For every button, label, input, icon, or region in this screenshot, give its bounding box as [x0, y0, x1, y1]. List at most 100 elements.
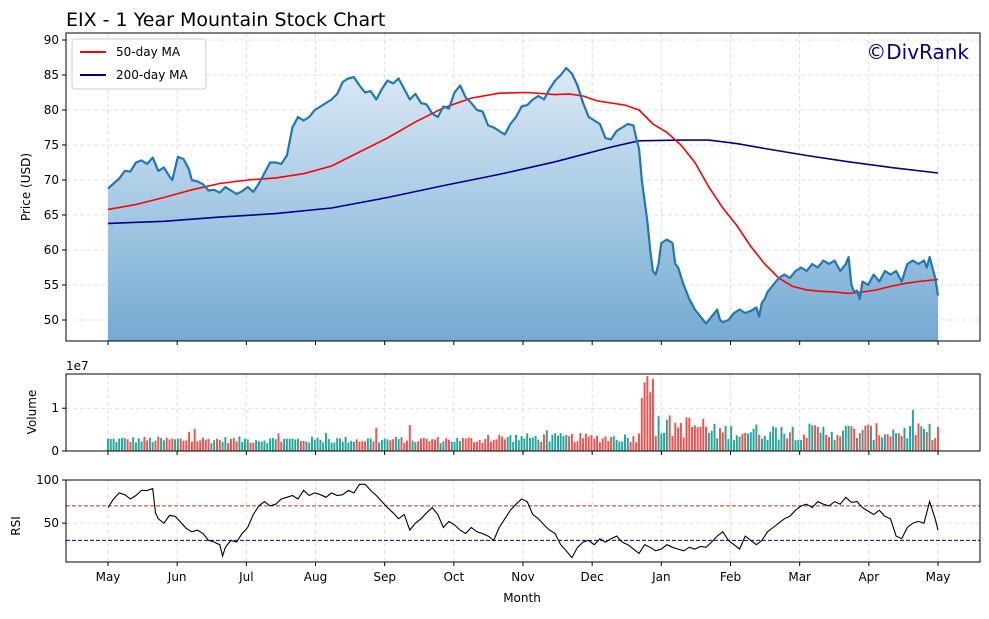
volume-bar	[383, 438, 386, 451]
volume-bar	[137, 438, 140, 451]
price-y-tick-label: 60	[44, 243, 59, 257]
volume-bar	[621, 441, 624, 451]
volume-bar	[414, 442, 417, 451]
volume-bar	[160, 438, 163, 451]
volume-bar	[506, 436, 509, 451]
volume-bar	[397, 439, 400, 451]
volume-bar	[551, 434, 554, 451]
volume-bar	[682, 437, 685, 451]
volume-bar	[559, 433, 562, 451]
volume-bar	[635, 442, 638, 451]
volume-bar	[598, 442, 601, 451]
volume-bar	[730, 426, 733, 451]
volume-bar	[814, 425, 817, 451]
volume-bar	[109, 439, 112, 451]
volume-bar	[364, 441, 367, 451]
volume-bar	[923, 428, 925, 451]
volume-y-axis-label: Volume	[25, 390, 39, 435]
watermark: ©DivRank	[866, 40, 969, 64]
rsi-line	[107, 483, 939, 559]
volume-bar	[582, 438, 585, 451]
volume-bar	[895, 433, 898, 451]
volume-bar	[825, 434, 828, 451]
volume-bar	[394, 436, 397, 451]
volume-bar	[822, 426, 825, 451]
volume-bar	[422, 437, 425, 451]
volume-bar	[112, 438, 115, 451]
volume-bar	[146, 440, 149, 451]
volume-bar	[928, 423, 931, 451]
x-axis-label: Month	[503, 591, 541, 605]
volume-bar	[330, 442, 333, 451]
volume-bar	[897, 433, 900, 451]
volume-bar	[889, 436, 892, 451]
volume-bar	[783, 433, 786, 451]
volume-bar	[392, 439, 395, 451]
volume-bar	[537, 439, 540, 451]
volume-bar	[420, 438, 422, 451]
volume-bar	[255, 440, 258, 451]
volume-bar	[937, 426, 939, 451]
volume-bar	[618, 441, 621, 451]
volume-bar	[816, 427, 819, 451]
volume-bar	[448, 439, 450, 451]
volume-bar	[498, 434, 501, 451]
volume-panel: 01 1e7 Volume	[25, 359, 981, 458]
volume-bar	[473, 442, 476, 451]
volume-panel-frame	[65, 373, 981, 452]
volume-bar	[461, 438, 464, 451]
volume-bar	[565, 435, 568, 451]
volume-bar	[221, 441, 224, 451]
volume-bar	[861, 429, 864, 451]
volume-bar	[428, 441, 431, 451]
volume-bar	[464, 438, 467, 451]
volume-bar	[738, 436, 741, 451]
volume-bar	[274, 439, 277, 451]
volume-bar	[819, 432, 822, 451]
month-tick-label: Mar	[788, 570, 811, 584]
volume-bar	[157, 436, 160, 451]
volume-bar	[302, 440, 305, 451]
volume-bar	[294, 439, 297, 451]
volume-x-ticks	[107, 451, 939, 455]
price-y-tick-label: 85	[44, 68, 59, 82]
volume-bar	[842, 430, 844, 451]
ma50-line	[107, 91, 939, 295]
volume-bar	[135, 442, 137, 451]
volume-bar	[545, 430, 548, 451]
volume-bar	[858, 433, 861, 451]
volume-bar	[336, 438, 339, 451]
volume-bar	[517, 440, 520, 451]
volume-bar	[288, 438, 291, 451]
volume-bar	[727, 439, 730, 451]
volume-bar	[632, 436, 635, 451]
volume-bar	[129, 441, 132, 451]
volume-bar	[596, 435, 599, 451]
volume-bar	[719, 428, 721, 451]
price-y-tick-label: 50	[44, 313, 59, 327]
volume-bar	[171, 438, 174, 451]
volume-bar	[791, 426, 794, 451]
volume-bar	[291, 438, 294, 451]
volume-bar	[107, 438, 109, 451]
ma200-line	[107, 139, 939, 225]
volume-bar	[308, 442, 311, 451]
month-tick-label: Apr	[858, 570, 879, 584]
volume-bar	[878, 435, 881, 451]
volume-bar	[316, 437, 319, 451]
volume-bar	[118, 438, 121, 451]
volume-bar	[188, 431, 191, 451]
rsi-y-ticks: 50 100	[36, 473, 66, 530]
volume-bar	[475, 441, 478, 451]
volume-bar	[839, 436, 842, 451]
price-area-fill	[108, 68, 938, 341]
volume-bar	[590, 435, 593, 451]
volume-bar	[277, 433, 280, 451]
volume-bar	[652, 378, 654, 451]
rsi-y-axis-label: RSI	[9, 516, 23, 536]
volume-bar	[319, 440, 322, 451]
volume-bar	[629, 441, 632, 451]
